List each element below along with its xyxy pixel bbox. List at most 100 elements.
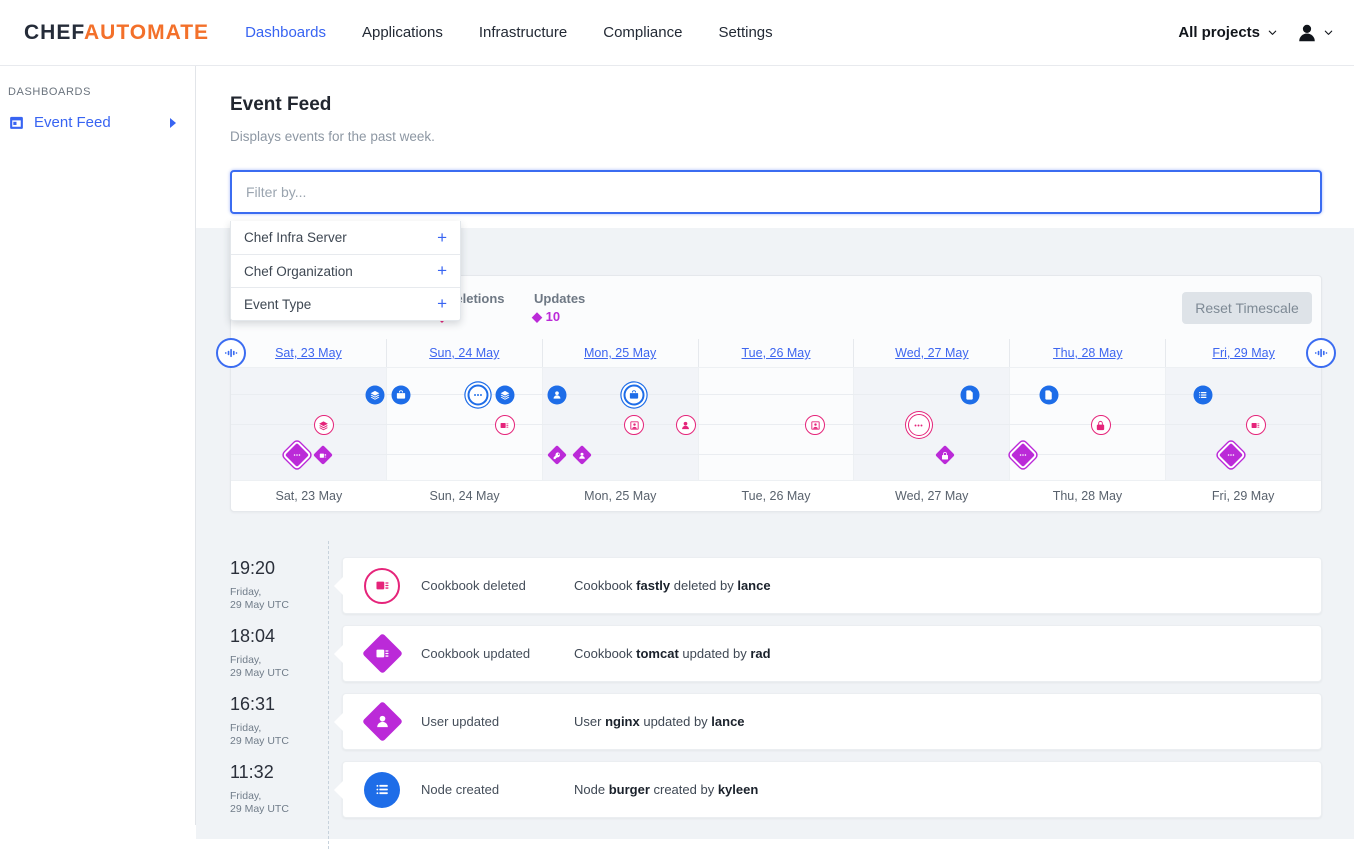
gridline — [231, 424, 1321, 425]
marker-created-layers-icon[interactable] — [365, 385, 385, 405]
filter-suggestions-dropdown: Chef Infra Server + Chef Organization + Even… — [230, 221, 461, 321]
event-timestamp: 16:31 Friday, 29 May UTC — [230, 693, 342, 750]
marker-updated-ellipsis-icon[interactable] — [1011, 442, 1036, 468]
stat-value-updates: ◆ 10 — [532, 309, 561, 324]
day-footer-label: Sun, 24 May — [429, 489, 500, 503]
marker-created-list-icon[interactable] — [1193, 385, 1213, 405]
marker-updated-ellipsis-icon[interactable] — [285, 442, 310, 468]
marker-updated-key-icon[interactable] — [547, 445, 567, 465]
event-date: Friday, 29 May UTC — [230, 722, 289, 747]
event-description: Node burger created by kyleen — [574, 782, 759, 797]
reset-timescale-button[interactable]: Reset Timescale — [1182, 292, 1312, 324]
marker-updated-user-icon[interactable] — [572, 445, 592, 465]
event-feed-list: 19:20 Friday, 29 May UTC Cookbook deleted Co… — [230, 541, 1322, 849]
day-link-mon-25-may[interactable]: Mon, 25 May — [584, 346, 657, 360]
main-nav: Dashboards Applications Infrastructure Comp… — [245, 24, 1178, 41]
nav-item-applications[interactable]: Applications — [361, 24, 443, 41]
marker-deleted-client-icon[interactable] — [624, 415, 645, 435]
marker-deleted-lock-icon[interactable] — [1090, 415, 1111, 435]
sidebar-item-label: Event Feed — [34, 114, 111, 131]
add-filter-plus-icon[interactable]: + — [437, 261, 447, 280]
marker-updated-lock-icon[interactable] — [935, 445, 955, 465]
dropdown-item-event-type[interactable]: Event Type + — [231, 287, 460, 320]
event-card-cookbook-deleted[interactable]: Cookbook deleted Cookbook fastly deleted … — [342, 557, 1322, 614]
event-row: 16:31 Friday, 29 May UTC User updated User n… — [230, 693, 1322, 750]
timeline-grid — [231, 368, 1322, 480]
marker-created-bag-icon[interactable] — [623, 384, 645, 406]
page-header: Event Feed Displays events for the past … — [196, 66, 1354, 228]
event-card-node-created[interactable]: Node created Node burger created by kylee… — [342, 761, 1322, 818]
day-link-thu-28-may[interactable]: Thu, 28 May — [1052, 346, 1123, 360]
day-footer-label: Tue, 26 May — [741, 489, 811, 503]
event-description: User nginx updated by lance — [574, 714, 745, 729]
user-icon — [361, 700, 403, 743]
event-card-user-updated[interactable]: User updated User nginx updated by lance — [342, 693, 1322, 750]
marker-deleted-cookbook-icon[interactable] — [494, 415, 515, 435]
marker-created-ellipsis-icon[interactable] — [467, 384, 489, 406]
day-header-cell: Fri, 29 May — [1166, 339, 1321, 367]
marker-deleted-client-icon[interactable] — [805, 415, 826, 435]
marker-updated-cookbook-icon[interactable] — [312, 445, 333, 465]
sidebar: DASHBOARDS Event Feed — [0, 66, 196, 825]
event-date: Friday, 29 May UTC — [230, 790, 289, 815]
event-description: Cookbook tomcat updated by rad — [574, 646, 771, 661]
timescale-handle-left[interactable] — [216, 338, 246, 368]
marker-created-file-icon[interactable] — [960, 385, 980, 405]
main-content: Event Feed Displays events for the past … — [196, 66, 1354, 849]
nav-item-dashboards[interactable]: Dashboards — [245, 24, 326, 41]
day-footer-label: Sat, 23 May — [275, 489, 343, 503]
day-link-sun-24-may[interactable]: Sun, 24 May — [429, 346, 500, 360]
day-link-wed-27-may[interactable]: Wed, 27 May — [895, 346, 969, 360]
timescale-handle-right[interactable] — [1306, 338, 1336, 368]
projects-filter-dropdown[interactable]: All projects — [1178, 24, 1278, 41]
marker-deleted-layers-icon[interactable] — [313, 415, 334, 435]
gridline — [231, 394, 1321, 395]
dropdown-item-chef-organization[interactable]: Chef Organization + — [231, 254, 460, 287]
event-title: Cookbook updated — [421, 646, 531, 661]
dropdown-item-label: Event Type — [244, 296, 312, 312]
marker-deleted-cookbook-icon[interactable] — [1245, 415, 1266, 435]
marker-deleted-ellipsis-icon[interactable] — [907, 414, 930, 436]
expand-arrow-icon[interactable] — [170, 117, 176, 128]
marker-created-file-icon[interactable] — [1039, 385, 1058, 405]
event-time: 18:04 — [230, 626, 276, 646]
event-time: 19:20 — [230, 558, 276, 578]
day-header-cell: Wed, 27 May — [854, 339, 1011, 367]
sidebar-item-event-feed[interactable]: Event Feed — [8, 112, 188, 133]
topbar-right: All projects — [1178, 22, 1334, 44]
event-date: Friday, 29 May UTC — [230, 586, 289, 611]
nav-item-settings[interactable]: Settings — [718, 24, 773, 41]
event-row: 18:04 Friday, 29 May UTC Cookbook updated Co… — [230, 625, 1322, 682]
calendar-icon — [8, 114, 25, 131]
gridline — [231, 454, 1321, 455]
marker-created-layers-icon[interactable] — [495, 385, 515, 405]
marker-deleted-user-icon[interactable] — [675, 415, 696, 435]
day-link-fri-29-may[interactable]: Fri, 29 May — [1212, 346, 1275, 360]
event-time: 11:32 — [230, 762, 274, 782]
add-filter-plus-icon[interactable]: + — [437, 227, 447, 247]
chevron-down-icon — [1323, 27, 1334, 38]
user-menu[interactable] — [1296, 22, 1334, 44]
event-timestamp: 11:32 Friday, 29 May UTC — [230, 761, 342, 818]
day-footer-label: Mon, 25 May — [584, 489, 657, 503]
nav-item-infrastructure[interactable]: Infrastructure — [478, 24, 568, 41]
event-row: 19:20 Friday, 29 May UTC Cookbook deleted Co… — [230, 557, 1322, 614]
content-area: Reset Timescale Deletions◆ 0Updates◆ 10 … — [196, 228, 1354, 849]
marker-updated-ellipsis-icon[interactable] — [1218, 442, 1243, 468]
chevron-down-icon — [1267, 27, 1278, 38]
logo-chef-text: CHEF — [24, 20, 85, 44]
event-title: Cookbook deleted — [421, 578, 526, 593]
marker-created-bag-icon[interactable] — [391, 385, 411, 405]
nav-item-compliance[interactable]: Compliance — [603, 24, 683, 41]
day-header-cell: Tue, 26 May — [699, 339, 855, 367]
add-filter-plus-icon[interactable]: + — [437, 294, 447, 313]
day-link-sat-23-may[interactable]: Sat, 23 May — [275, 346, 342, 360]
event-card-cookbook-updated[interactable]: Cookbook updated Cookbook tomcat updated … — [342, 625, 1322, 682]
dropdown-item-label: Chef Organization — [244, 263, 353, 279]
event-timestamp: 19:20 Friday, 29 May UTC — [230, 557, 342, 614]
filter-input[interactable] — [230, 170, 1322, 214]
dropdown-item-chef-infra-server[interactable]: Chef Infra Server + — [231, 221, 460, 254]
marker-created-user-icon[interactable] — [547, 385, 567, 405]
day-link-tue-26-may[interactable]: Tue, 26 May — [741, 346, 811, 360]
day-header-cell: Thu, 28 May — [1010, 339, 1167, 367]
